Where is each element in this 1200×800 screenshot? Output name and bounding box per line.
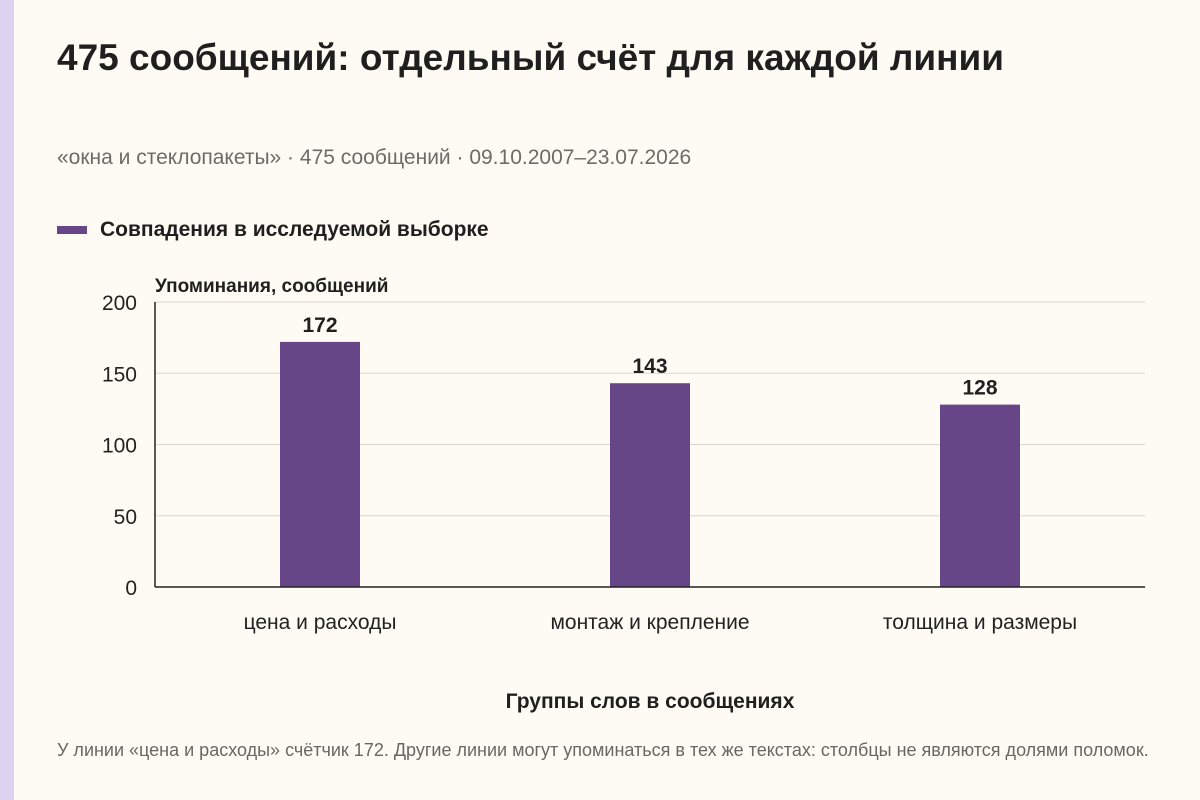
data-labels: 172 143 128 xyxy=(302,314,997,400)
bar xyxy=(940,404,1020,587)
y-tick-label: 100 xyxy=(102,435,137,458)
y-axis-title: Упоминания, сообщений xyxy=(155,276,388,297)
page-subtitle: «окна и стеклопакеты» · 475 сообщений · … xyxy=(57,146,692,169)
x-axis-title: Группы слов в сообщениях xyxy=(506,690,795,713)
legend-label: Совпадения в исследуемой выборке xyxy=(100,218,489,241)
data-label: 128 xyxy=(962,377,997,400)
data-label: 143 xyxy=(632,355,667,378)
x-tick-labels: цена и расходы монтаж и крепление толщина … xyxy=(244,611,1078,634)
x-tick-label: цена и расходы xyxy=(244,611,397,634)
y-tick-label: 200 xyxy=(102,292,137,315)
accent-strip xyxy=(0,0,14,800)
y-tick-label: 0 xyxy=(125,577,137,600)
y-tick-label: 150 xyxy=(102,363,137,386)
page-title: 475 сообщений: отдельный счёт для каждой… xyxy=(57,37,1004,78)
x-tick-label: толщина и размеры xyxy=(883,611,1077,634)
bar xyxy=(610,383,690,587)
chart-footnote: У линии «цена и расходы» счётчик 172. Др… xyxy=(57,740,1149,760)
y-tick-labels: 0 50 100 150 200 xyxy=(102,292,137,600)
bar xyxy=(280,341,360,587)
x-tick-label: монтаж и крепление xyxy=(550,611,749,634)
bars xyxy=(280,341,1020,587)
bar-chart: 0 50 100 150 200 172 143 128 цена и расходы мон… xyxy=(102,276,1145,713)
y-tick-label: 50 xyxy=(114,506,137,529)
legend-swatch xyxy=(57,226,87,234)
chart-legend: Совпадения в исследуемой выборке xyxy=(57,218,489,242)
data-label: 172 xyxy=(302,314,337,337)
